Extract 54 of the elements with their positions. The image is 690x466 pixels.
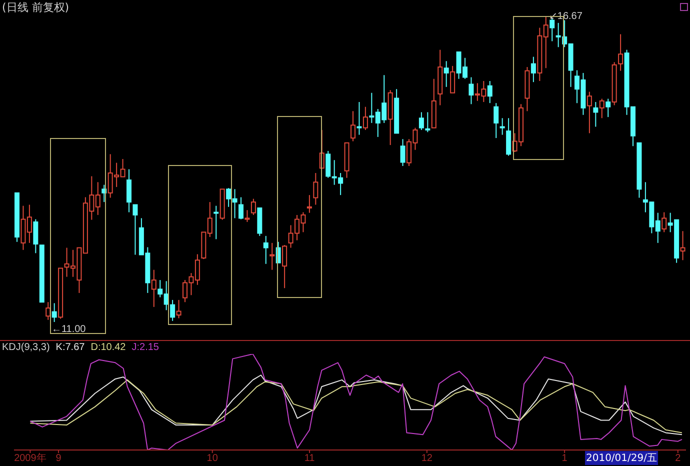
x-tick-label: 1 [562,453,568,464]
candlestick [170,299,176,322]
text: ←11.00 [51,324,86,335]
x-tick-label: 12 [421,453,433,464]
candlestick [586,91,592,134]
candlestick [151,269,156,308]
series-label: J:2.15 [132,342,159,353]
chart-title: (日线 前复权) [2,0,70,15]
candlestick [313,172,318,206]
candlestick [132,204,138,256]
candlestick [46,302,51,320]
candlestick [400,138,406,167]
x-tick-label: 9 [56,453,62,464]
text: 2010/01/29/五 [584,451,658,465]
x-tick-label: 2 [675,453,682,464]
candlestick [593,101,598,128]
candlestick [550,18,555,42]
chart-title: KDJ(9,3,3) [2,342,50,353]
candlestick [468,76,474,105]
candlestick [425,112,430,133]
candlestick [250,198,256,216]
candlestick [606,98,611,118]
candlestick [350,110,356,142]
candlestick [450,65,456,94]
text: D:10.42 [90,342,126,353]
candlestick [33,218,38,254]
candlestick [500,118,505,136]
candlestick [418,112,424,130]
candlestick [326,150,331,178]
candlestick [282,244,288,289]
candlestick [126,168,132,213]
candlestick [52,302,57,322]
candlestick [238,196,244,220]
candlestick [530,56,536,83]
candlestick [680,230,686,261]
candlestick [487,80,492,104]
candlestick [494,102,499,139]
candlestick [662,212,667,233]
candlestick [362,106,368,130]
candlestick [618,34,624,72]
candlestick [270,242,275,270]
candlestick [506,118,512,156]
candlestick [599,98,604,119]
candlestick [444,60,449,88]
x-tick-label: 10 [206,453,218,464]
x-tick-label: 11 [304,453,316,464]
x-tick-label: 2009年 [14,452,46,464]
text: K:7.67 [56,342,85,353]
candlestick [263,235,268,264]
candlestick [306,194,312,214]
candlestick [176,299,182,319]
candlestick [214,205,219,240]
candlestick [356,101,362,136]
candlestick [244,210,250,222]
